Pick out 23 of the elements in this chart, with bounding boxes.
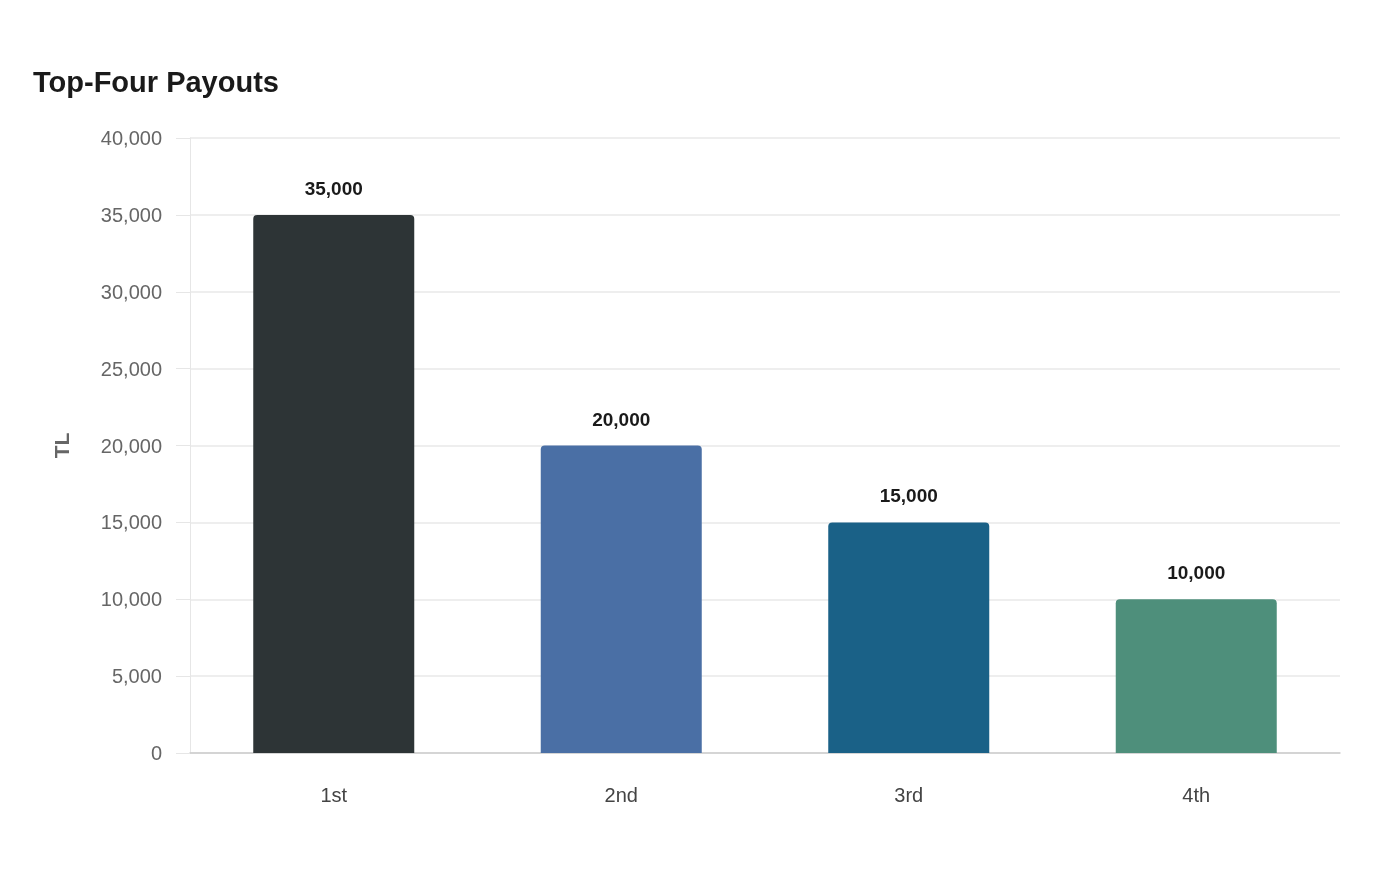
bar (540, 445, 702, 753)
bar (828, 522, 990, 753)
y-tick-label: 20,000 (100, 434, 162, 457)
y-axis-title: TL (50, 432, 73, 459)
y-tick-label: 25,000 (100, 357, 162, 380)
x-tick-label: 1st (320, 784, 348, 806)
data-label: 10,000 (1167, 562, 1226, 584)
y-tick-label: 5,000 (111, 665, 162, 688)
bar (1115, 599, 1277, 753)
x-tick-label: 2nd (604, 784, 638, 806)
chart-title: Top-Four Payouts (33, 65, 279, 98)
x-tick-label: 3rd (894, 784, 924, 806)
y-tick-label: 0 (150, 742, 162, 764)
y-tick-label: 35,000 (100, 203, 162, 226)
data-label: 15,000 (879, 485, 938, 507)
y-tick-label: 10,000 (100, 588, 162, 611)
x-tick-label: 4th (1182, 784, 1211, 806)
data-label: 35,000 (304, 177, 363, 199)
bar (253, 214, 415, 753)
y-tick-label: 30,000 (100, 280, 162, 303)
y-tick-label: 15,000 (100, 511, 162, 534)
data-label: 20,000 (592, 408, 651, 430)
y-tick-label: 40,000 (100, 127, 162, 149)
